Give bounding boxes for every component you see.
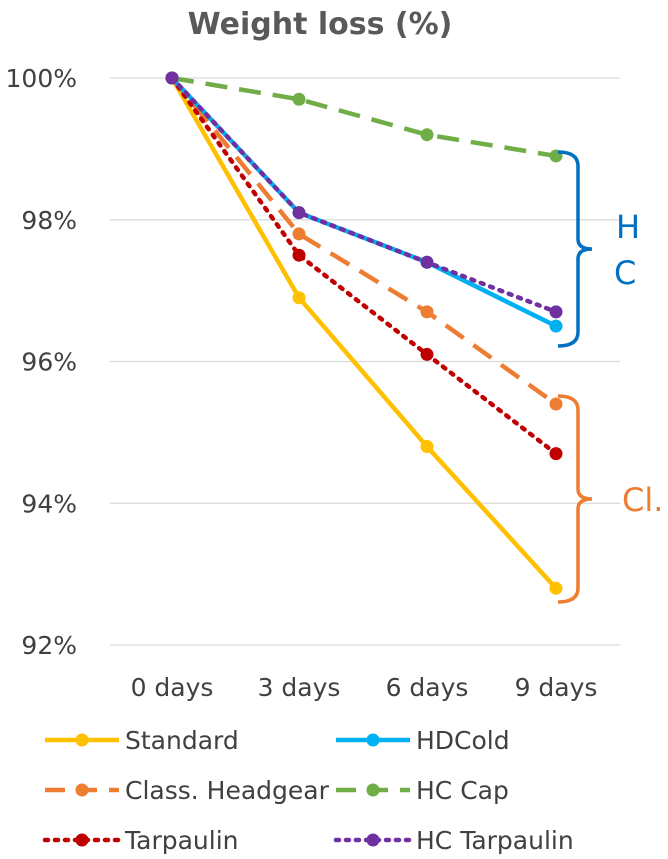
y-tick-label: 92% — [21, 631, 77, 660]
data-point-hc-cap — [420, 128, 434, 142]
data-point-standard — [292, 291, 306, 305]
y-tick-label: 100% — [6, 64, 77, 93]
legend-label-class-headgear: Class. Headgear — [125, 776, 330, 805]
legend-marker-hc-tarpaulin — [366, 833, 380, 847]
data-point-tarpaulin — [292, 248, 306, 262]
data-point-hc-tarpaulin — [549, 305, 563, 319]
data-point-tarpaulin — [549, 447, 563, 461]
data-point-hc-tarpaulin — [292, 206, 306, 220]
series-lines — [165, 71, 563, 595]
legend-label-standard: Standard — [125, 726, 239, 755]
data-point-hc-tarpaulin — [420, 255, 434, 269]
series-line-hc-cap — [171, 75, 557, 159]
legend-marker-class-headgear — [75, 783, 89, 797]
legend-marker-standard — [75, 733, 89, 747]
data-point-standard — [549, 581, 563, 595]
x-tick-label: 0 days — [131, 673, 214, 702]
legend-marker-hc-cap — [366, 783, 380, 797]
legend-marker-hdcold — [366, 733, 380, 747]
annotation-cl: Cl. — [622, 481, 663, 519]
legend: Standard HDCold Class. Headgear HC Cap Tarpa… — [42, 726, 574, 855]
x-tick-label: 3 days — [258, 673, 341, 702]
x-tick-label: 9 days — [515, 673, 598, 702]
group-brackets: HC Cl. — [557, 150, 663, 604]
bracket-hc — [557, 150, 593, 348]
y-axis-ticks: 100% 98% 96% 94% 92% — [6, 64, 77, 660]
data-point-hc-cap — [292, 92, 306, 106]
series-line-class-headgear — [170, 76, 558, 406]
series-line-standard — [170, 76, 558, 590]
data-point-class-headgear — [420, 305, 434, 319]
x-tick-label: 6 days — [386, 673, 469, 702]
series-line-hc-tarpaulin — [169, 75, 559, 315]
data-point-class-headgear — [292, 227, 306, 241]
data-point-standard — [420, 440, 434, 454]
data-point-hc-tarpaulin — [165, 71, 179, 85]
chart-title: Weight loss (%) — [188, 7, 453, 42]
x-axis-ticks: 0 days 3 days 6 days 9 days — [131, 673, 598, 702]
y-tick-label: 94% — [21, 489, 77, 518]
legend-label-hc-tarpaulin: HC Tarpaulin — [416, 826, 574, 855]
y-tick-label: 98% — [21, 206, 77, 235]
series-line-tarpaulin — [169, 75, 559, 456]
gridlines — [110, 77, 620, 646]
legend-label-hdcold: HDCold — [416, 726, 510, 755]
y-tick-label: 96% — [21, 348, 77, 377]
data-point-class-headgear — [549, 397, 563, 411]
legend-label-hc-cap: HC Cap — [416, 776, 509, 805]
annotation-h: H — [616, 208, 640, 246]
annotation-c: C — [614, 254, 636, 292]
data-point-tarpaulin — [420, 347, 434, 361]
bracket-classic — [557, 394, 593, 604]
legend-label-tarpaulin: Tarpaulin — [124, 826, 239, 855]
legend-marker-tarpaulin — [75, 833, 89, 847]
data-point-hdcold — [549, 319, 563, 333]
